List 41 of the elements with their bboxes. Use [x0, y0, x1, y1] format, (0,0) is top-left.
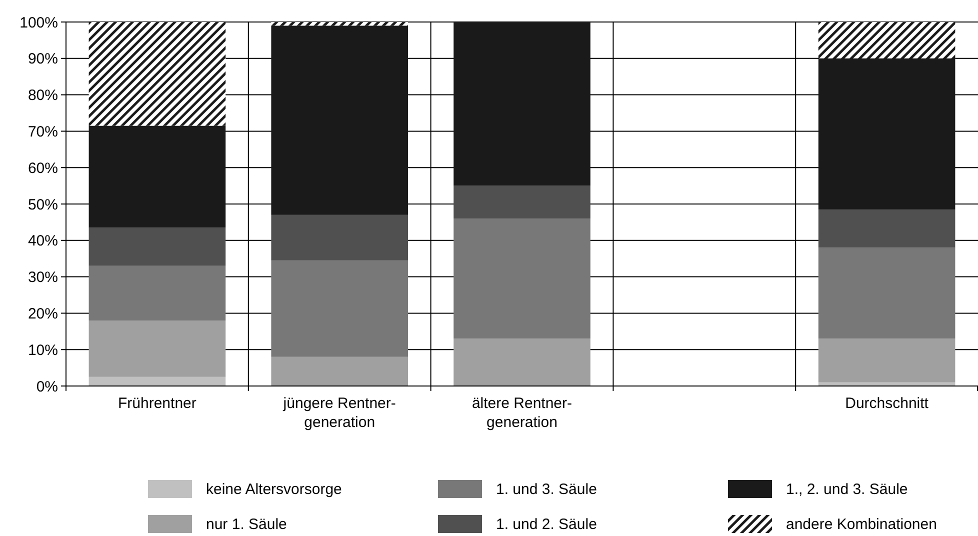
- x-tick-label: Frührentner: [118, 395, 196, 412]
- legend-label: 1. und 3. Säule: [496, 481, 597, 498]
- legend-label: 1. und 2. Säule: [496, 516, 597, 533]
- x-tick-label: jüngere Rentner- generation: [282, 395, 396, 431]
- y-tick-label: 0%: [36, 378, 58, 396]
- bar: [88, 22, 226, 126]
- bar: [271, 26, 408, 215]
- bar: [88, 126, 226, 228]
- bar: [818, 248, 956, 339]
- y-tick-label: 30%: [28, 269, 58, 286]
- bar: [818, 338, 956, 382]
- x-tick-label: Durchschnitt: [845, 395, 930, 412]
- legend-label: nur 1. Säule: [206, 516, 287, 533]
- bar: [88, 228, 226, 266]
- y-tick-label: 80%: [28, 87, 58, 104]
- legend-label: keine Altersvorsorge: [206, 481, 342, 498]
- bar: [818, 209, 956, 248]
- legend-label: andere Kombinationen: [786, 516, 937, 533]
- bar: [271, 214, 408, 260]
- y-tick-label: 90%: [28, 50, 58, 68]
- y-tick-label: 100%: [20, 14, 58, 32]
- y-tick-label: 20%: [28, 305, 58, 322]
- bar: [454, 22, 590, 186]
- bar: [271, 22, 408, 26]
- bar: [88, 266, 226, 320]
- bar: [454, 218, 590, 339]
- bar: [454, 186, 590, 219]
- y-tick-label: 70%: [28, 123, 58, 140]
- bar: [88, 320, 226, 377]
- bar: [454, 338, 590, 386]
- bar: [88, 376, 226, 386]
- bar: [818, 58, 956, 210]
- bar: [271, 356, 408, 386]
- legend-label: 1., 2. und 3. Säule: [786, 481, 908, 498]
- y-tick-label: 10%: [28, 342, 58, 359]
- x-tick-label: ältere Rentner- generation: [472, 395, 572, 431]
- bar: [271, 260, 408, 357]
- y-tick-label: 40%: [28, 232, 58, 250]
- bar: [818, 22, 956, 58]
- y-tick-label: 60%: [28, 160, 58, 177]
- y-tick-label: 50%: [28, 196, 58, 214]
